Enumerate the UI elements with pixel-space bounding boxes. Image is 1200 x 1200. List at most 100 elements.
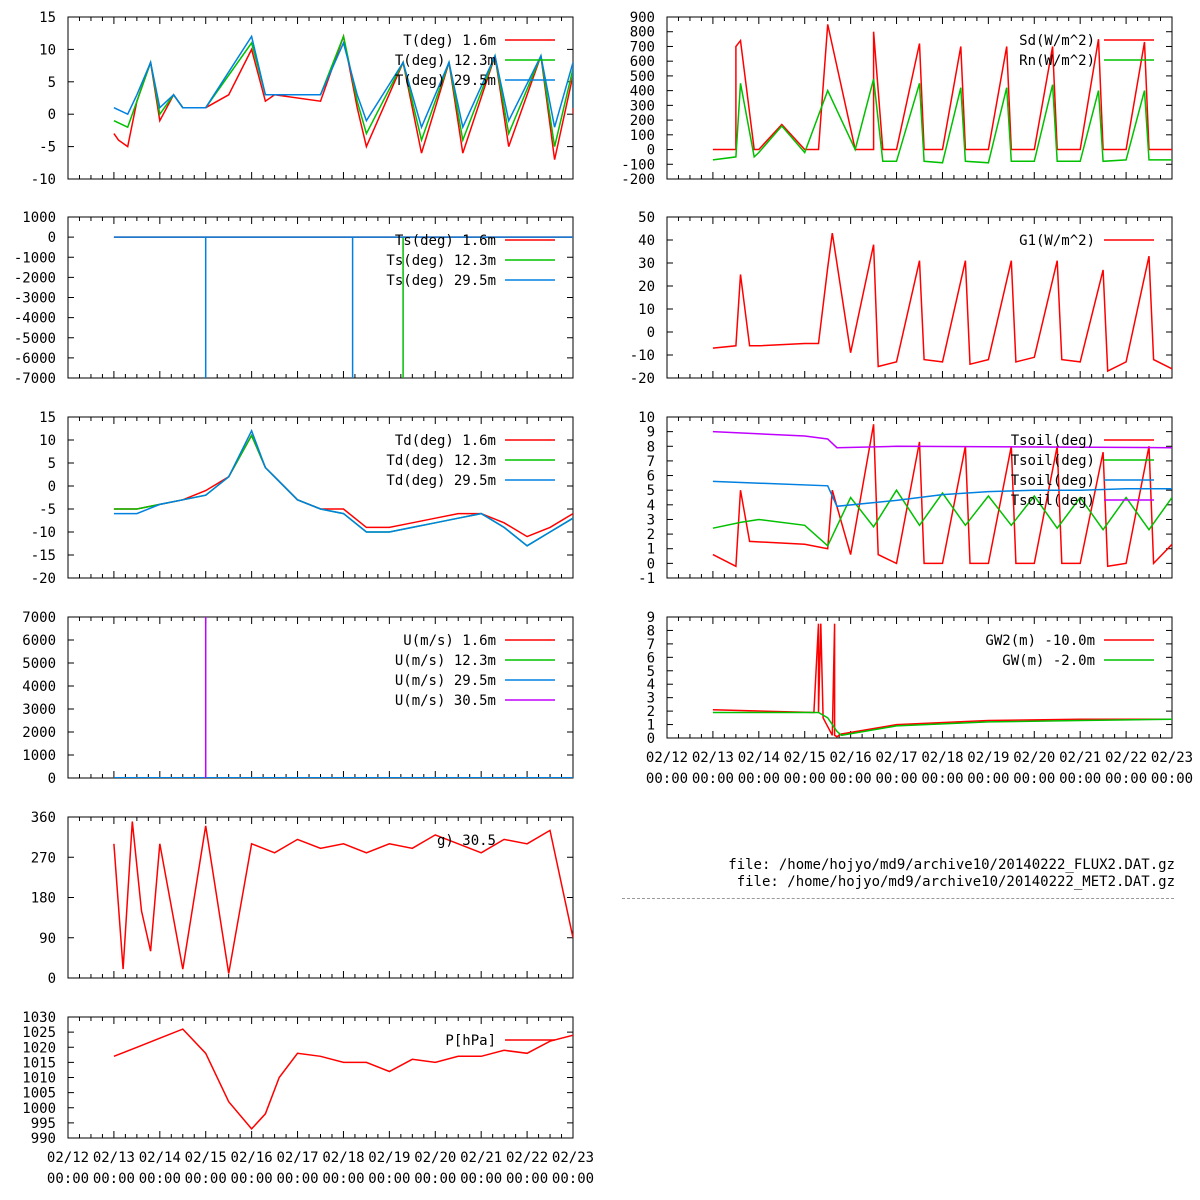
plot-frame bbox=[67, 16, 574, 180]
y-tick-label: 8 bbox=[647, 623, 655, 639]
x-tick-label-time: 00:00 bbox=[552, 1171, 594, 1187]
y-tick-label: 990 bbox=[31, 1131, 56, 1147]
legend-label: Ts(deg) 1.6m bbox=[395, 233, 496, 249]
legend-label: T(deg) 12.3m bbox=[395, 53, 496, 69]
y-tick-label: -5 bbox=[39, 140, 56, 156]
y-tick-label: 1025 bbox=[22, 1025, 56, 1041]
y-tick-label: 1015 bbox=[22, 1055, 56, 1071]
y-tick-label: 5000 bbox=[22, 656, 56, 672]
legend-label: Td(deg) 29.5m bbox=[386, 473, 496, 489]
y-tick-label: -100 bbox=[621, 157, 655, 173]
y-tick-label: 9 bbox=[647, 425, 655, 441]
x-tick-label-date: 02/19 bbox=[967, 750, 1009, 766]
legend-label: Tsoil(deg) bbox=[1011, 473, 1095, 489]
x-tick-label-date: 02/12 bbox=[646, 750, 688, 766]
y-tick-label: 300 bbox=[630, 98, 655, 114]
y-tick-label: 7000 bbox=[22, 610, 56, 626]
series-line bbox=[712, 480, 1172, 508]
series-line bbox=[113, 428, 573, 547]
y-tick-label: -5000 bbox=[14, 331, 56, 347]
x-tick-label-date: 02/13 bbox=[692, 750, 734, 766]
legend-label: Sd(W/m^2) bbox=[1019, 33, 1095, 49]
y-tick-label: 7 bbox=[647, 454, 655, 470]
y-tick-label: 100 bbox=[630, 128, 655, 144]
y-tick-label: 1000 bbox=[22, 1101, 56, 1117]
series-group bbox=[712, 24, 1172, 164]
x-tick-label-time: 00:00 bbox=[1151, 771, 1193, 787]
y-tick-label: 200 bbox=[630, 113, 655, 129]
y-tick-label: 10 bbox=[638, 302, 655, 318]
y-tick-label: -200 bbox=[621, 172, 655, 188]
panel-WD: 0 90 180 270 360 g) 30.5 bbox=[31, 810, 574, 987]
panel-P: 990995100010051010101510201025103002/120… bbox=[22, 1010, 594, 1187]
series-line bbox=[113, 34, 573, 130]
x-tick-label-date: 02/22 bbox=[1105, 750, 1147, 766]
x-tick-label-time: 00:00 bbox=[368, 1171, 410, 1187]
x-tick-label-time: 00:00 bbox=[830, 771, 872, 787]
y-tick-label: 5 bbox=[48, 456, 56, 472]
legend-label: U(m/s) 29.5m bbox=[395, 673, 496, 689]
y-tick-label: 1005 bbox=[22, 1086, 56, 1102]
x-tick-label-date: 02/13 bbox=[93, 1150, 135, 1166]
y-tick-label: 3 bbox=[647, 691, 655, 707]
x-tick-label-time: 00:00 bbox=[506, 1171, 548, 1187]
file-label-met: file: /home/hojyo/md9/archive10/20140222… bbox=[736, 874, 1175, 890]
legend-label: Td(deg) 12.3m bbox=[386, 453, 496, 469]
series-group bbox=[712, 623, 1172, 738]
y-tick-label: 8 bbox=[647, 439, 655, 455]
plot-frame bbox=[67, 416, 574, 579]
y-tick-label: 1 bbox=[647, 718, 655, 734]
y-tick-label: -10 bbox=[31, 172, 56, 188]
separator-line bbox=[622, 898, 1174, 899]
y-tick-label: 180 bbox=[31, 891, 56, 907]
x-tick-label-time: 00:00 bbox=[322, 1171, 364, 1187]
legend-label: Rn(W/m^2) bbox=[1019, 53, 1095, 69]
y-tick-label: 700 bbox=[630, 39, 655, 55]
y-tick-label: 1 bbox=[647, 542, 655, 558]
y-tick-label: 3000 bbox=[22, 702, 56, 718]
y-tick-label: 500 bbox=[630, 69, 655, 85]
x-tick-label-date: 02/17 bbox=[276, 1150, 318, 1166]
x-tick-label-date: 02/21 bbox=[1059, 750, 1101, 766]
y-tick-label: -7000 bbox=[14, 371, 56, 387]
y-tick-label: -15 bbox=[31, 548, 56, 564]
y-tick-label: 4000 bbox=[22, 679, 56, 695]
legend-label: GW2(m) -10.0m bbox=[985, 633, 1095, 649]
y-tick-label: -1000 bbox=[14, 250, 56, 266]
y-tick-label: -5 bbox=[39, 502, 56, 518]
x-tick-label-date: 02/17 bbox=[875, 750, 917, 766]
series-line bbox=[712, 488, 1172, 548]
x-tick-label-time: 00:00 bbox=[276, 1171, 318, 1187]
y-tick-label: 9 bbox=[647, 610, 655, 626]
x-tick-label-date: 02/15 bbox=[784, 750, 826, 766]
y-tick-label: 400 bbox=[630, 84, 655, 100]
legend-label: P[hPa] bbox=[445, 1033, 496, 1049]
y-tick-label: -4000 bbox=[14, 311, 56, 327]
y-tick-label: 90 bbox=[39, 931, 56, 947]
x-tick-label-time: 00:00 bbox=[1013, 771, 1055, 787]
y-tick-label: 0 bbox=[48, 107, 56, 123]
x-tick-label-date: 02/18 bbox=[921, 750, 963, 766]
y-tick-label: 1010 bbox=[22, 1071, 56, 1087]
legend-label: T(deg) 1.6m bbox=[403, 33, 496, 49]
x-tick-label-time: 00:00 bbox=[738, 771, 780, 787]
y-tick-label: 1030 bbox=[22, 1010, 56, 1026]
y-tick-label: 4 bbox=[647, 677, 655, 693]
panel-G1: -20 -10 0 10 20 30 40 50 G1(W/m^2) bbox=[630, 210, 1173, 387]
y-tick-label: 6000 bbox=[22, 633, 56, 649]
y-tick-label: 800 bbox=[630, 25, 655, 41]
x-tick-label-date: 02/23 bbox=[1151, 750, 1193, 766]
x-tick-label-date: 02/16 bbox=[231, 1150, 273, 1166]
x-tick-label-time: 00:00 bbox=[967, 771, 1009, 787]
y-tick-label: 20 bbox=[638, 279, 655, 295]
legend-label: Td(deg) 1.6m bbox=[395, 433, 496, 449]
series-line bbox=[113, 821, 573, 974]
series-line bbox=[712, 430, 1172, 449]
y-tick-label: 10 bbox=[638, 410, 655, 426]
y-tick-label: 0 bbox=[48, 230, 56, 246]
legend-label: g) 30.5 bbox=[437, 833, 496, 849]
panel-T: -10 -5 0 5 10 15 T(deg) 1.6m T(deg) 12.3m T(deg)… bbox=[31, 10, 574, 188]
x-tick-label-time: 00:00 bbox=[692, 771, 734, 787]
series-group bbox=[113, 428, 573, 547]
